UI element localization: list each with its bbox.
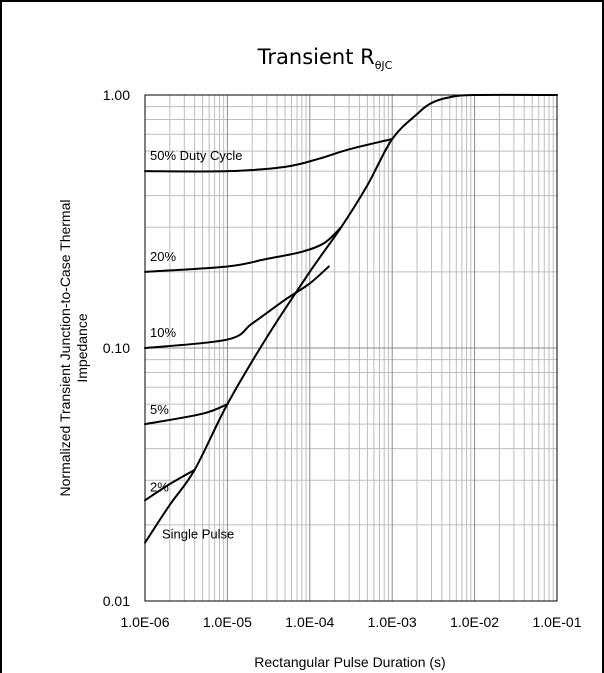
- chart-title: Transient RθJC: [257, 45, 393, 72]
- series-label: 50% Duty Cycle: [150, 148, 242, 163]
- x-tick-label: 1.0E-02: [450, 614, 499, 630]
- series-line-20: [144, 226, 343, 273]
- y-tick-labels: 0.01 0.10 1.00: [103, 87, 130, 609]
- series-line-2: [144, 468, 196, 502]
- x-tick-label: 1.0E-04: [285, 614, 334, 630]
- y-axis-label-line-1: Normalized Transient Junction-to-Case Th…: [57, 200, 73, 497]
- series-label: 2%: [150, 479, 169, 494]
- y-axis-label-line-2: Impedance: [74, 313, 90, 382]
- x-tick-label: 1.0E-06: [120, 614, 169, 630]
- chart-series-group: [144, 93, 558, 544]
- x-tick-labels: 1.0E-06 1.0E-05 1.0E-04 1.0E-03 1.0E-02 1.0E-…: [120, 614, 581, 630]
- y-tick-label: 0.01: [103, 593, 130, 609]
- chart-grid: [144, 94, 558, 602]
- y-axis-label: Normalized Transient Junction-to-Case Th…: [57, 200, 90, 497]
- series-labels: 50% Duty Cycle 20% 10% 5% 2% Single Pulse: [150, 148, 242, 542]
- series-line-5: [144, 403, 229, 426]
- series-line-single-pulse: [144, 93, 558, 544]
- series-line-10: [144, 265, 330, 349]
- y-tick-label: 1.00: [103, 87, 130, 103]
- series-label: 5%: [150, 402, 169, 417]
- series-line-50-duty-cycle: [144, 138, 394, 173]
- series-label: 20%: [150, 249, 176, 264]
- x-tick-label: 1.0E-05: [203, 614, 252, 630]
- y-tick-label: 0.10: [103, 340, 130, 356]
- series-label: Single Pulse: [162, 527, 234, 542]
- x-tick-label: 1.0E-03: [368, 614, 417, 630]
- x-tick-label: 1.0E-01: [532, 614, 581, 630]
- series-label: 10%: [150, 325, 176, 340]
- x-axis-label: Rectangular Pulse Duration (s): [254, 654, 445, 670]
